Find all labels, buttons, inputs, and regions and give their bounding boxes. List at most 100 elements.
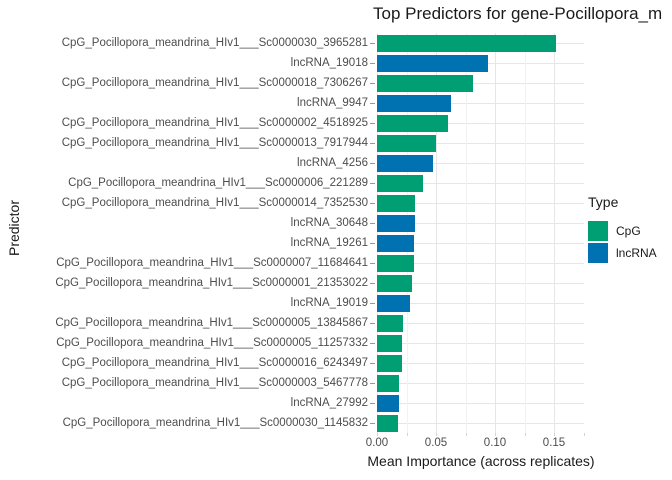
- y-axis-tick: [370, 382, 375, 384]
- h-gridline: [377, 82, 584, 84]
- v-gridline-minor: [583, 33, 584, 433]
- y-axis-tick: [370, 322, 375, 324]
- h-gridline: [377, 102, 584, 104]
- bar-cpg: [377, 354, 402, 372]
- y-axis-label: CpG_Pocillopora_meandrina_HIv1___Sc00000…: [56, 337, 368, 349]
- x-axis-tick: [436, 433, 437, 436]
- y-axis-tick: [370, 242, 375, 244]
- x-axis-tick: [377, 433, 378, 436]
- y-axis-tick: [370, 262, 375, 264]
- y-axis-label: lncRNA_4256: [297, 157, 368, 169]
- y-axis-label: lncRNA_27992: [290, 397, 368, 409]
- y-axis-tick: [370, 62, 375, 64]
- v-gridline-minor: [406, 33, 408, 433]
- y-axis-tick: [370, 302, 375, 304]
- y-axis-label: lncRNA_19019: [290, 297, 368, 309]
- y-axis-label: CpG_Pocillopora_meandrina_HIv1___Sc00000…: [55, 317, 368, 329]
- h-gridline: [377, 342, 584, 344]
- x-axis-tick: [465, 433, 467, 436]
- y-axis-tick: [370, 102, 375, 104]
- y-axis-tick: [370, 222, 375, 224]
- bar-cpg: [377, 374, 400, 392]
- h-gridline: [377, 262, 584, 264]
- legend-label-lncrna: lncRNA: [616, 246, 657, 260]
- legend-item-cpg: CpG: [588, 221, 657, 241]
- y-axis-tick: [370, 122, 375, 124]
- y-axis-tick: [370, 182, 375, 184]
- bar-cpg: [377, 74, 473, 92]
- h-gridline: [377, 302, 584, 304]
- bar-lncrna: [377, 294, 410, 312]
- y-axis-label: lncRNA_30648: [290, 217, 368, 229]
- y-axis-tick: [370, 42, 375, 44]
- chart-title: Top Predictors for gene-Pocillopora_m: [373, 4, 663, 23]
- y-axis-tick: [370, 162, 375, 164]
- h-gridline: [377, 362, 584, 364]
- y-axis-label: CpG_Pocillopora_meandrina_HIv1___Sc00000…: [61, 117, 368, 129]
- v-gridline-minor: [465, 33, 467, 433]
- bar-lncrna: [377, 54, 488, 72]
- legend-swatch-lncrna: [588, 243, 608, 263]
- x-axis-tick: [524, 433, 526, 436]
- y-axis-label: lncRNA_19018: [290, 57, 368, 69]
- legend-item-lncrna: lncRNA: [588, 243, 657, 263]
- plot-panel: [377, 33, 584, 433]
- x-axis-label: 0.00: [365, 437, 389, 449]
- x-axis-label: 0.15: [542, 437, 566, 449]
- v-gridline-major: [377, 33, 378, 433]
- h-gridline: [377, 282, 584, 284]
- y-axis-tick: [370, 142, 375, 144]
- x-axis-label: 0.10: [483, 437, 507, 449]
- y-axis-label: CpG_Pocillopora_meandrina_HIv1___Sc00000…: [61, 137, 368, 149]
- bar-lncrna: [377, 394, 400, 412]
- y-axis-label: lncRNA_19261: [290, 237, 368, 249]
- y-axis-tick: [370, 342, 375, 344]
- bar-lncrna: [377, 214, 415, 232]
- h-gridline: [377, 422, 584, 424]
- v-gridline-major: [495, 33, 496, 433]
- bar-cpg: [377, 274, 413, 292]
- y-axis-label: CpG_Pocillopora_meandrina_HIv1___Sc00000…: [61, 357, 368, 369]
- h-gridline: [377, 222, 584, 224]
- y-axis-tick: [370, 202, 375, 204]
- bar-cpg: [377, 194, 415, 212]
- bar-cpg: [377, 174, 423, 192]
- h-gridline: [377, 142, 584, 144]
- y-axis-label: CpG_Pocillopora_meandrina_HIv1___Sc00000…: [61, 377, 368, 389]
- bar-cpg: [377, 414, 399, 432]
- y-axis-tick: [370, 282, 375, 284]
- h-gridline: [377, 122, 584, 124]
- x-axis-tick: [495, 433, 496, 436]
- bar-cpg: [377, 114, 448, 132]
- legend-label-cpg: CpG: [616, 224, 641, 238]
- h-gridline: [377, 162, 584, 164]
- bar-cpg: [377, 334, 402, 352]
- h-gridline: [377, 182, 584, 184]
- y-axis-label: CpG_Pocillopora_meandrina_HIv1___Sc00000…: [56, 257, 368, 269]
- bar-lncrna: [377, 94, 452, 112]
- legend-swatch-cpg: [588, 221, 608, 241]
- y-axis-label: lncRNA_9947: [297, 97, 368, 109]
- legend-title: Type: [588, 194, 619, 210]
- x-axis-title: Mean Importance (across replicates): [367, 453, 595, 469]
- y-axis-label: CpG_Pocillopora_meandrina_HIv1___Sc00000…: [61, 37, 368, 49]
- x-axis-tick: [583, 433, 585, 436]
- y-axis-label: CpG_Pocillopora_meandrina_HIv1___Sc00000…: [61, 197, 368, 209]
- h-gridline: [377, 322, 584, 324]
- v-gridline-major: [436, 33, 437, 433]
- h-gridline: [377, 382, 584, 384]
- h-gridline: [377, 242, 584, 244]
- y-axis-label: CpG_Pocillopora_meandrina_HIv1___Sc00000…: [61, 77, 368, 89]
- bar-lncrna: [377, 234, 414, 252]
- v-gridline-minor: [524, 33, 526, 433]
- y-axis-label: CpG_Pocillopora_meandrina_HIv1___Sc00000…: [55, 277, 368, 289]
- y-axis-tick: [370, 402, 375, 404]
- bar-cpg: [377, 254, 414, 272]
- y-axis-label: CpG_Pocillopora_meandrina_HIv1___Sc00000…: [62, 417, 368, 429]
- h-gridline: [377, 202, 584, 204]
- y-axis-tick: [370, 82, 375, 84]
- x-axis-tick: [554, 433, 555, 436]
- y-axis-label: CpG_Pocillopora_meandrina_HIv1___Sc00000…: [68, 177, 368, 189]
- bar-cpg: [377, 34, 557, 52]
